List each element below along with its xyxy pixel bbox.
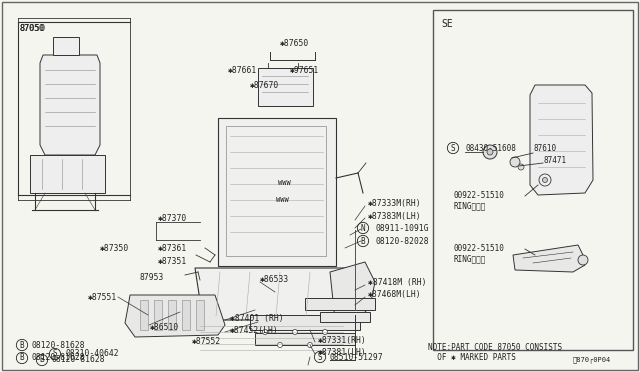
- Text: ✱87401 (RH): ✱87401 (RH): [230, 314, 284, 323]
- Text: ✱87370: ✱87370: [158, 214, 188, 222]
- Text: 00922-51510: 00922-51510: [453, 244, 504, 253]
- Text: ✱87381(LH): ✱87381(LH): [318, 347, 367, 356]
- Text: 08510-51297: 08510-51297: [330, 353, 383, 362]
- Bar: [154, 300, 162, 330]
- Bar: [258, 68, 313, 106]
- Text: S: S: [52, 350, 58, 359]
- Text: RINGリング: RINGリング: [453, 254, 485, 263]
- Text: 00922-51510: 00922-51510: [453, 190, 504, 199]
- Text: NOTE:PART CODE 87050 CONSISTS: NOTE:PART CODE 87050 CONSISTS: [428, 343, 562, 353]
- Circle shape: [307, 343, 312, 347]
- Bar: [433, 10, 633, 350]
- Text: S: S: [451, 144, 455, 153]
- Text: ✱87383M(LH): ✱87383M(LH): [368, 212, 422, 221]
- Bar: [140, 300, 148, 330]
- Circle shape: [262, 330, 268, 334]
- Text: 87610: 87610: [533, 144, 556, 153]
- Bar: [196, 300, 204, 330]
- Text: 87953: 87953: [140, 273, 164, 282]
- Polygon shape: [330, 262, 375, 322]
- Text: 08310-40642: 08310-40642: [65, 350, 118, 359]
- Circle shape: [543, 177, 547, 183]
- Text: 08911-1091G: 08911-1091G: [375, 224, 429, 232]
- Bar: [30, 155, 105, 193]
- Text: ✱87333M(RH): ✱87333M(RH): [368, 199, 422, 208]
- Text: RINGリング: RINGリング: [453, 202, 485, 211]
- Bar: [226, 126, 326, 256]
- Text: SE: SE: [441, 19, 452, 29]
- Circle shape: [483, 145, 497, 159]
- Circle shape: [487, 149, 493, 155]
- Text: 08120-82028: 08120-82028: [375, 237, 429, 246]
- Polygon shape: [125, 295, 225, 337]
- Bar: [53, 37, 79, 55]
- Text: ✱87670: ✱87670: [250, 80, 279, 90]
- Text: 08120-81628: 08120-81628: [32, 353, 86, 362]
- Bar: [218, 118, 336, 266]
- Text: N: N: [361, 224, 365, 232]
- Text: B: B: [20, 340, 24, 350]
- Text: WWW: WWW: [276, 197, 289, 203]
- Text: ✱87331(RH): ✱87331(RH): [318, 336, 367, 344]
- Text: 08120-81628: 08120-81628: [52, 356, 106, 365]
- Text: 87471: 87471: [543, 155, 566, 164]
- Text: ✱87552: ✱87552: [192, 337, 221, 346]
- Text: B: B: [361, 237, 365, 246]
- Polygon shape: [530, 85, 593, 195]
- Text: 08120-81628: 08120-81628: [32, 340, 86, 350]
- Circle shape: [278, 343, 282, 347]
- Text: WWW: WWW: [278, 180, 291, 186]
- Circle shape: [292, 330, 298, 334]
- Bar: [168, 300, 176, 330]
- Text: S: S: [317, 353, 323, 362]
- Text: 87050: 87050: [20, 23, 45, 32]
- Text: ✱86533: ✱86533: [260, 276, 289, 285]
- Text: B: B: [20, 353, 24, 362]
- Bar: [182, 300, 190, 330]
- Text: 08430-51608: 08430-51608: [466, 144, 517, 153]
- Text: ✱87650: ✱87650: [280, 38, 309, 48]
- Text: ✱87468M(LH): ✱87468M(LH): [368, 291, 422, 299]
- Bar: [250, 315, 360, 330]
- Text: ‸870┌0P04: ‸870┌0P04: [573, 357, 611, 363]
- Polygon shape: [195, 268, 350, 320]
- Bar: [255, 333, 355, 345]
- Text: 87050: 87050: [20, 23, 46, 32]
- Text: ✱97651: ✱97651: [290, 65, 319, 74]
- Text: ✱87661: ✱87661: [228, 65, 257, 74]
- Text: ✱86510: ✱86510: [150, 324, 179, 333]
- Text: ✱87351: ✱87351: [158, 257, 188, 266]
- Bar: [305, 298, 375, 310]
- Polygon shape: [40, 55, 100, 155]
- Circle shape: [510, 157, 520, 167]
- Circle shape: [578, 255, 588, 265]
- Polygon shape: [513, 245, 585, 272]
- Bar: [320, 312, 370, 322]
- Text: B: B: [40, 356, 44, 365]
- Circle shape: [518, 164, 524, 170]
- Text: ✱87361: ✱87361: [158, 244, 188, 253]
- Text: ✱87551: ✱87551: [88, 292, 117, 301]
- Text: ✱87452(LH): ✱87452(LH): [230, 326, 279, 334]
- Text: ✱87418M (RH): ✱87418M (RH): [368, 279, 426, 288]
- Text: OF ✱ MARKED PARTS: OF ✱ MARKED PARTS: [428, 353, 516, 362]
- Text: ✱87350: ✱87350: [100, 244, 129, 253]
- Circle shape: [323, 330, 328, 334]
